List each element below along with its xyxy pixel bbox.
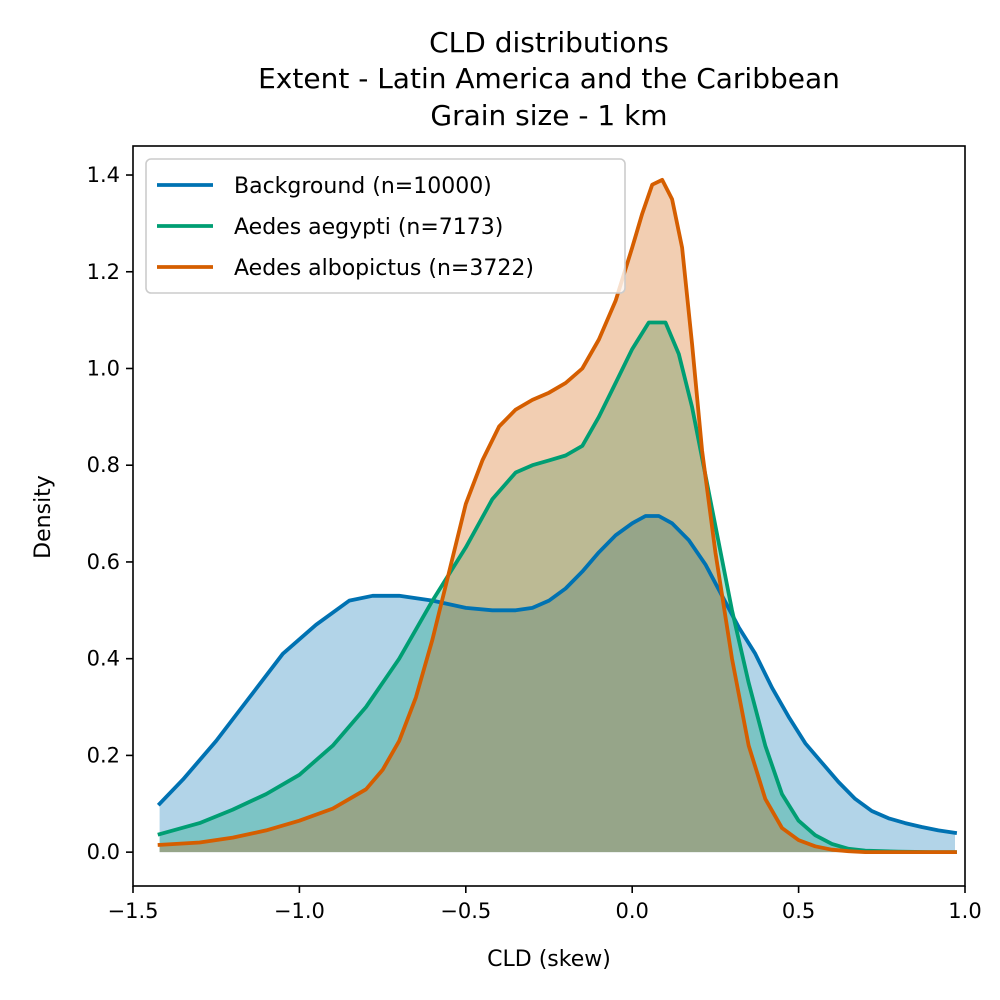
axes-frame xyxy=(132,145,966,887)
x-tick-label: −0.5 xyxy=(440,899,491,923)
y-tick-label: 0.2 xyxy=(87,743,120,767)
series-area-1 xyxy=(159,322,956,853)
x-axis-ticks: −1.5 −1.0 −0.5 0.0 0.5 1.0 xyxy=(108,886,982,923)
plot-area xyxy=(156,178,958,854)
series-line-1 xyxy=(157,320,957,854)
series-lines xyxy=(156,178,958,854)
legend-box xyxy=(145,158,626,294)
chart-title-line-2: Extent - Latin America and the Caribbean xyxy=(258,62,840,95)
series-line-2 xyxy=(157,178,957,854)
y-axis-label: Density xyxy=(31,475,56,559)
x-tick-label: −1.5 xyxy=(108,899,159,923)
legend-label-2: Aedes albopictus (n=3722) xyxy=(234,256,534,281)
x-tick-label: 0.5 xyxy=(782,899,815,923)
legend-label-1: Aedes aegypti (n=7173) xyxy=(234,215,503,240)
y-axis-ticks: 0.0 0.2 0.4 0.6 0.8 1.0 1.2 1.4 xyxy=(87,163,133,864)
series-line-0 xyxy=(156,514,958,835)
y-tick-label: 1.0 xyxy=(87,356,120,380)
chart-title-line-1: CLD distributions xyxy=(429,26,669,59)
x-tick-label: 0.0 xyxy=(615,899,648,923)
y-tick-label: 1.2 xyxy=(87,260,120,284)
y-tick-label: 1.4 xyxy=(87,163,120,187)
y-tick-label: 0.8 xyxy=(87,453,120,477)
y-tick-label: 0.4 xyxy=(87,647,120,671)
x-tick-label: 1.0 xyxy=(948,899,981,923)
y-tick-label: 0.6 xyxy=(87,550,120,574)
legend: Background (n=10000) Aedes aegypti (n=717… xyxy=(145,158,626,294)
series-area-2 xyxy=(159,179,956,853)
x-tick-label: −1.0 xyxy=(274,899,325,923)
legend-label-0: Background (n=10000) xyxy=(234,174,492,199)
chart-title-line-3: Grain size - 1 km xyxy=(430,99,667,132)
legend-items: Background (n=10000) Aedes aegypti (n=717… xyxy=(157,174,534,281)
x-axis-label: CLD (skew) xyxy=(487,947,611,972)
y-tick-label: 0.0 xyxy=(87,840,120,864)
